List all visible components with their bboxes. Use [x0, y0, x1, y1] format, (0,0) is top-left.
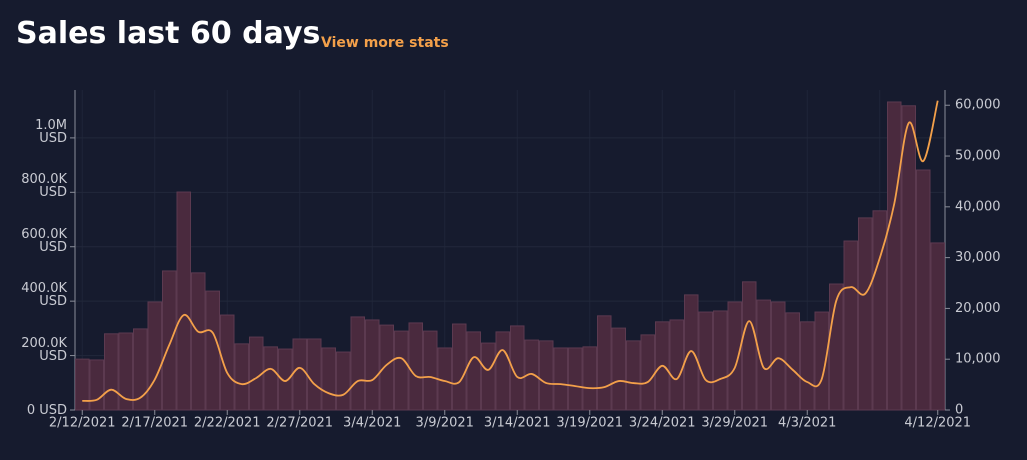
- bar: [771, 301, 786, 411]
- line: [82, 100, 939, 402]
- bar: [321, 347, 336, 411]
- bar: [698, 311, 713, 411]
- x-tick-label: 4/3/2021: [778, 416, 836, 431]
- y2-tick-label: 10,000: [955, 352, 1001, 367]
- x-tick-label: 3/14/2021: [484, 416, 551, 431]
- x-tick-label: 2/27/2021: [266, 416, 333, 431]
- x-tick-label: 3/19/2021: [556, 416, 623, 431]
- bar: [684, 294, 699, 411]
- x-tick-label: 3/4/2021: [343, 416, 401, 431]
- bar: [307, 338, 322, 411]
- bar: [539, 340, 554, 411]
- view-more-link[interactable]: View more stats: [321, 35, 449, 51]
- bar: [785, 312, 800, 411]
- page-title: Sales last 60 days: [16, 16, 321, 51]
- bar: [611, 327, 626, 411]
- bar: [626, 340, 641, 411]
- bar: [118, 332, 133, 411]
- bar: [727, 301, 742, 411]
- bar: [466, 331, 481, 411]
- bar: [582, 346, 597, 411]
- bar: [495, 331, 510, 411]
- x-tick-label: 3/24/2021: [629, 416, 696, 431]
- bar: [104, 333, 119, 411]
- bar: [887, 101, 902, 411]
- bar: [800, 321, 815, 411]
- bar: [930, 242, 945, 411]
- bar: [669, 319, 684, 411]
- y-tick-label: 200.0K USD: [21, 335, 67, 364]
- bar: [89, 359, 104, 411]
- bar: [408, 322, 423, 411]
- bar: [147, 301, 162, 411]
- bar: [278, 348, 293, 411]
- bar: [205, 290, 220, 411]
- bar: [394, 330, 409, 411]
- bar: [350, 316, 365, 411]
- bar: [568, 347, 583, 411]
- bar: [234, 343, 249, 411]
- y-tick-label: 400.0K USD: [21, 281, 67, 310]
- bar: [872, 210, 887, 411]
- y-tick-label: 600.0K USD: [21, 226, 67, 255]
- x-tick-label: 2/22/2021: [194, 416, 261, 431]
- bar: [263, 346, 278, 411]
- x-tick-label: 3/29/2021: [701, 416, 768, 431]
- y2-tick-label: 50,000: [955, 149, 1001, 164]
- bar: [365, 319, 380, 411]
- bar: [75, 358, 90, 411]
- bar: [423, 330, 438, 411]
- y2-tick-label: 30,000: [955, 250, 1001, 265]
- bar: [292, 338, 307, 411]
- bar: [597, 315, 612, 411]
- bar: [452, 323, 467, 411]
- bar: [858, 217, 873, 411]
- y2-tick-label: 40,000: [955, 199, 1001, 214]
- bar: [901, 105, 916, 411]
- bar: [162, 270, 177, 411]
- bar: [133, 328, 148, 411]
- y-tick-label: 0 USD: [26, 403, 67, 418]
- bar: [640, 334, 655, 411]
- bar: [379, 324, 394, 411]
- x-tick-label: 3/9/2021: [416, 416, 474, 431]
- bar: [336, 351, 351, 411]
- x-tick-label: 2/12/2021: [49, 416, 116, 431]
- x-tick-label: 2/17/2021: [121, 416, 188, 431]
- bar: [742, 281, 757, 411]
- y2-tick-label: 60,000: [955, 98, 1001, 113]
- bar: [176, 191, 191, 411]
- bar: [916, 169, 931, 411]
- y2-tick-label: 20,000: [955, 301, 1001, 316]
- bar: [843, 240, 858, 411]
- x-tick-label: 4/12/2021: [904, 416, 971, 431]
- bar: [713, 310, 728, 411]
- bar: [553, 347, 568, 411]
- bar: [481, 342, 496, 411]
- bar: [191, 272, 206, 411]
- bar: [756, 299, 771, 411]
- y-tick-label: 1.0M USD: [35, 117, 67, 146]
- y2-tick-label: 0: [955, 403, 963, 418]
- bar: [524, 339, 539, 411]
- y-tick-label: 800.0K USD: [21, 172, 67, 201]
